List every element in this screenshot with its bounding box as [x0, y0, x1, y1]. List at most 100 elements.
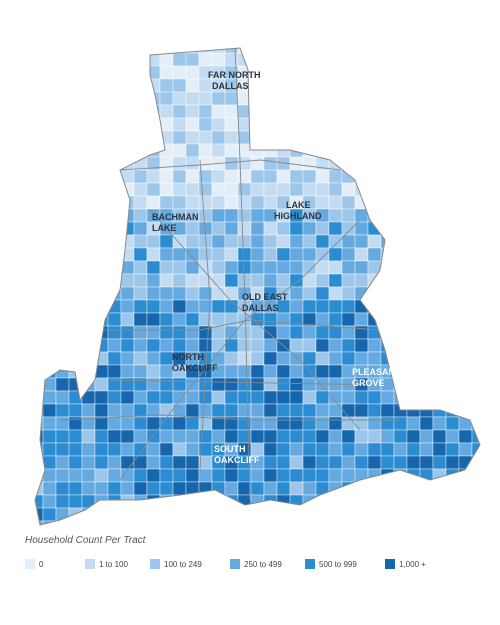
tract [35, 520, 44, 525]
tract [328, 221, 343, 236]
tract [133, 403, 148, 418]
tract [367, 299, 382, 314]
tract [406, 442, 421, 457]
tract [133, 520, 148, 525]
tract [406, 143, 421, 158]
tract [367, 351, 382, 366]
tract [159, 299, 174, 314]
tract [380, 104, 395, 119]
tract [94, 286, 109, 301]
tract [172, 481, 187, 496]
tract [276, 117, 291, 132]
tract [68, 247, 83, 262]
label-line: DALLAS [242, 303, 279, 313]
tract [237, 429, 252, 444]
tract [224, 234, 239, 249]
tract [445, 234, 460, 249]
tract [42, 325, 57, 340]
tract [94, 208, 109, 223]
tract [315, 234, 330, 249]
tract [367, 286, 382, 301]
tract [55, 48, 70, 54]
tract [198, 403, 213, 418]
tract [55, 429, 70, 444]
tract [211, 91, 226, 106]
tract [172, 507, 187, 522]
tract [133, 130, 148, 145]
tract [68, 481, 83, 496]
tract [185, 143, 200, 158]
tract [406, 416, 421, 431]
tract [198, 195, 213, 210]
tract [328, 455, 343, 470]
tract [315, 403, 330, 418]
tract [263, 390, 278, 405]
road [109, 379, 381, 386]
tract [55, 78, 70, 93]
tract [445, 48, 460, 54]
tract [35, 403, 44, 418]
tract [133, 78, 148, 93]
tract [120, 48, 135, 54]
tract [341, 429, 356, 444]
tract [250, 416, 265, 431]
tract [419, 195, 434, 210]
tract [94, 273, 109, 288]
tract [224, 169, 239, 184]
tract [133, 65, 148, 80]
tract [224, 273, 239, 288]
tract [445, 364, 460, 379]
tract [471, 221, 480, 236]
tract [35, 169, 44, 184]
tract [393, 455, 408, 470]
tract [55, 403, 70, 418]
tract [35, 48, 44, 54]
tract [367, 455, 382, 470]
tract [393, 48, 408, 54]
tract [35, 78, 44, 93]
tract [250, 117, 265, 132]
legend-label: 1,000 + [399, 560, 426, 569]
area-labels: FAR NORTH DALLAS BACHMAN LAKE LAKE HIGHLAND… [152, 70, 401, 465]
tract [94, 117, 109, 132]
tract [35, 221, 44, 236]
tract [250, 195, 265, 210]
tract [250, 182, 265, 197]
tract [328, 234, 343, 249]
tract [289, 234, 304, 249]
tract [185, 273, 200, 288]
tract [185, 247, 200, 262]
tract [159, 338, 174, 353]
tract [42, 429, 57, 444]
tract [432, 273, 447, 288]
tract [406, 182, 421, 197]
tract [55, 416, 70, 431]
tract [393, 169, 408, 184]
tract [42, 481, 57, 496]
tract [419, 143, 434, 158]
tract [42, 416, 57, 431]
tract [315, 377, 330, 392]
tract [185, 195, 200, 210]
tract [81, 156, 96, 171]
tract [328, 104, 343, 119]
tract [445, 520, 460, 525]
tract [406, 390, 421, 405]
tract [250, 468, 265, 483]
tract [354, 455, 369, 470]
legend: 0 1 to 100 100 to 249 250 to 499 500 to 999 1… [25, 559, 426, 569]
label-line: OAKCLIFF [214, 455, 260, 465]
tract [471, 182, 480, 197]
tract [237, 48, 252, 54]
tract [328, 494, 343, 509]
tract [263, 481, 278, 496]
tract [211, 481, 226, 496]
tract [393, 377, 408, 392]
tract [107, 273, 122, 288]
tract [406, 260, 421, 275]
tract [289, 130, 304, 145]
tract [55, 481, 70, 496]
tract [445, 390, 460, 405]
tract [445, 182, 460, 197]
tract [445, 143, 460, 158]
